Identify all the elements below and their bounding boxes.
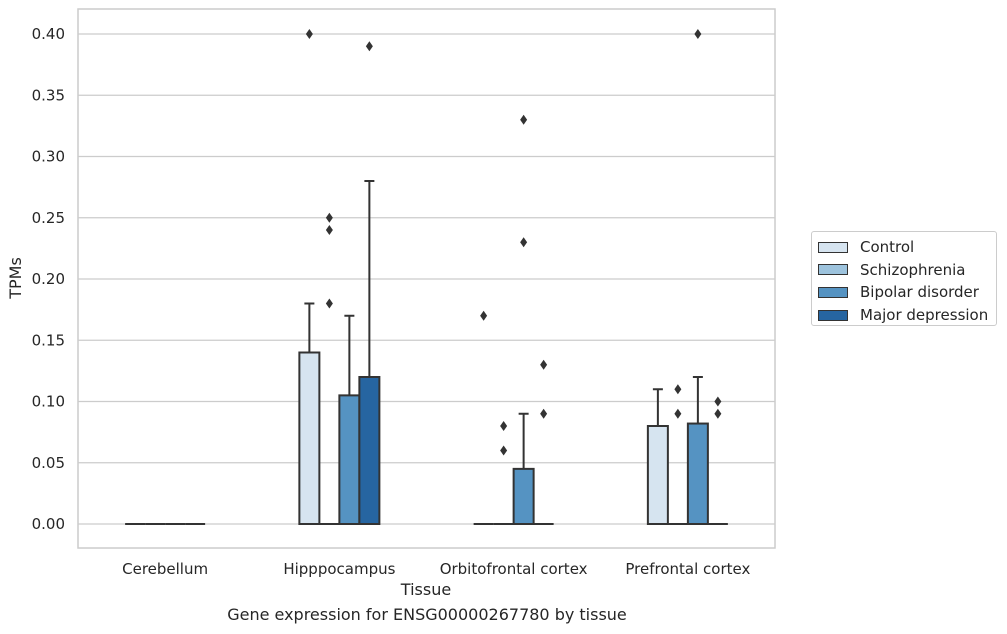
- box: [646, 425, 669, 525]
- outlier-point: [325, 298, 333, 309]
- outlier-point: [325, 225, 333, 235]
- box-group: [358, 41, 381, 525]
- y-tick-label: 0.20: [32, 270, 65, 288]
- box: [686, 422, 709, 525]
- box-group: [512, 114, 535, 525]
- outlier-point: [500, 421, 508, 431]
- y-tick-label: 0.05: [32, 454, 65, 472]
- x-tick-label: Hipppocampus: [283, 560, 395, 578]
- box-group: [707, 396, 728, 525]
- box-group: [319, 212, 340, 525]
- x-axis-label: Tissue: [400, 580, 451, 599]
- outlier-point: [714, 396, 722, 407]
- outlier-point: [714, 408, 722, 419]
- box-group: [298, 29, 321, 525]
- y-axis-label: TPMs: [6, 257, 25, 300]
- outlier-point: [540, 408, 548, 419]
- outlier-point: [325, 212, 333, 223]
- box: [358, 376, 381, 525]
- outlier-point: [520, 237, 528, 248]
- box: [338, 394, 361, 525]
- box-group: [533, 359, 554, 525]
- outlier-point: [500, 445, 508, 456]
- outlier-point: [365, 41, 373, 52]
- x-tick-label: Orbitofrontal cortex: [440, 560, 588, 578]
- box-group: [493, 421, 514, 525]
- box-group: [667, 384, 688, 525]
- y-tick-label: 0.35: [32, 86, 65, 104]
- legend-label: Schizophrenia: [860, 260, 966, 279]
- box-group: [686, 29, 709, 525]
- outlier-point: [674, 384, 682, 395]
- y-tick-labels: 0.00 0.05 0.10 0.15 0.20 0.25 0.30 0.35 0.40: [32, 25, 65, 533]
- box-marks: [125, 29, 728, 525]
- outlier-point: [520, 114, 528, 125]
- x-tick-labels: Cerebellum Hipppocampus Orbitofrontal cort…: [122, 560, 750, 578]
- legend-item: Bipolar disorder: [818, 281, 996, 304]
- legend-swatch: [818, 264, 848, 276]
- y-tick-label: 0.10: [32, 393, 65, 411]
- legend-swatch: [818, 286, 848, 298]
- legend-item: Major depression: [818, 304, 996, 327]
- y-tick-label: 0.15: [32, 331, 65, 349]
- legend-swatch: [818, 241, 848, 253]
- outlier-point: [305, 29, 313, 39]
- x-tick-label: Cerebellum: [122, 560, 208, 578]
- box-group: [338, 314, 361, 525]
- outlier-point: [694, 29, 702, 39]
- y-tick-label: 0.40: [32, 25, 65, 43]
- x-tick-label: Prefrontal cortex: [625, 560, 750, 578]
- legend: Control Schizophrenia Bipolar disorder Majo…: [811, 231, 997, 326]
- legend-swatch: [818, 309, 848, 321]
- box-group: [473, 310, 494, 525]
- outlier-point: [674, 408, 682, 419]
- legend-label: Control: [860, 238, 915, 257]
- y-tick-label: 0.25: [32, 209, 65, 227]
- legend-item: Schizophrenia: [818, 259, 996, 282]
- plot-frame: [77, 8, 776, 549]
- box-group: [646, 388, 669, 525]
- outlier-point: [540, 359, 548, 370]
- legend-item: Control: [818, 236, 996, 259]
- legend-label: Bipolar disorder: [860, 283, 979, 302]
- box: [298, 351, 321, 525]
- legend-label: Major depression: [860, 306, 989, 325]
- gridlines: [78, 33, 775, 525]
- chart-caption: Gene expression for ENSG00000267780 by t…: [227, 605, 627, 624]
- y-tick-label: 0.30: [32, 148, 65, 166]
- outlier-point: [480, 310, 488, 321]
- y-tick-label: 0.00: [32, 515, 65, 533]
- box: [512, 467, 535, 525]
